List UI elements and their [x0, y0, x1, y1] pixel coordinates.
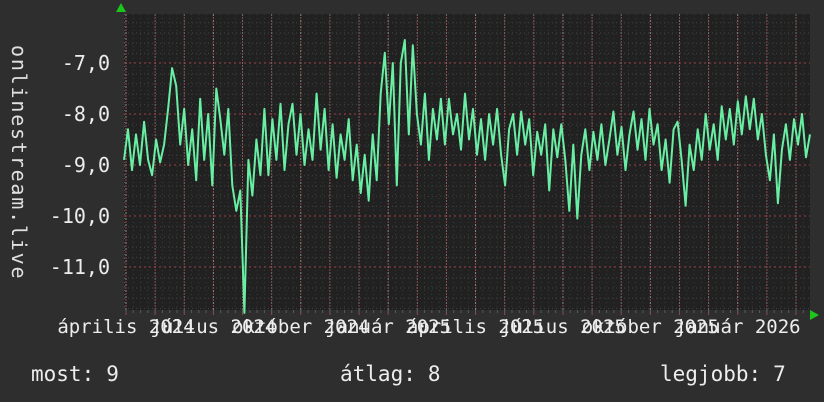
x-axis-tick-label: október 2024 — [232, 316, 370, 338]
stat-current: most: 9 — [31, 362, 119, 386]
x-axis-tick-label: április 2024 — [57, 316, 195, 338]
y-axis-tick-label: -11,0 — [49, 255, 110, 279]
y-axis-arrow-icon — [116, 3, 126, 12]
x-axis-tick-label: január 2026 — [674, 316, 801, 338]
stat-best-label: legjobb: — [660, 362, 762, 386]
stat-current-value: 9 — [106, 362, 119, 386]
y-axis-tick-label: -7,0 — [61, 51, 110, 75]
data-line — [123, 39, 811, 314]
stat-best-value: 7 — [773, 362, 786, 386]
x-axis-tick-label: január 2025 — [325, 316, 452, 338]
stats-bar: most: 9 átlag: 8 legjobb: 7 — [0, 362, 824, 390]
stat-average: átlag: 8 — [340, 362, 441, 386]
x-axis-tick-label: július 2024 — [150, 316, 277, 338]
y-axis-tick-label: -8,0 — [61, 102, 110, 126]
y-axis-tick-label: -10,0 — [49, 204, 110, 228]
x-axis-arrow-icon — [810, 310, 819, 320]
stat-average-label: átlag: — [340, 362, 416, 386]
brand-watermark: onlinestream.live — [7, 45, 31, 281]
y-axis-tick-label: -9,0 — [61, 153, 110, 177]
stat-average-value: 8 — [427, 362, 441, 386]
x-axis-tick-label: október 2025 — [581, 316, 719, 338]
plot-background — [124, 14, 810, 310]
plot-area — [123, 14, 811, 315]
x-axis-tick-label: április 2025 — [406, 316, 545, 338]
stat-current-label: most: — [31, 362, 95, 386]
x-axis-tick-label: július 2025 — [500, 316, 626, 338]
stat-best: legjobb: 7 — [660, 362, 786, 386]
